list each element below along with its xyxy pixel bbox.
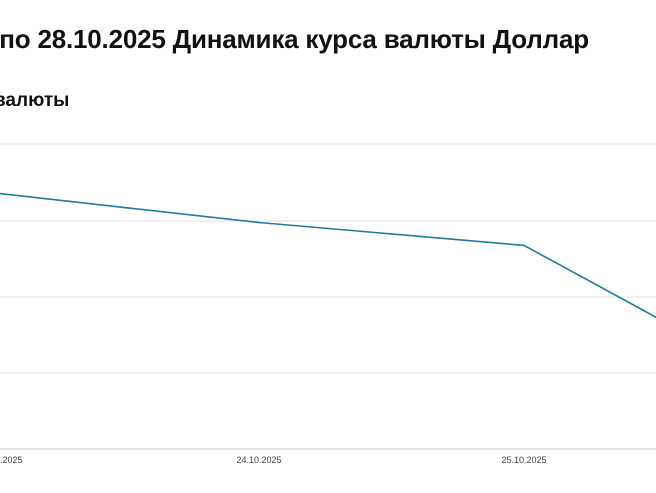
chart-subtitle: валюты — [0, 90, 70, 111]
chart-title: 5 по 28.10.2025 Динамика курса валюты До… — [0, 24, 589, 54]
x-tick-label: 23.10.2025 — [0, 455, 23, 465]
x-tick-label: 25.10.2025 — [501, 455, 547, 465]
x-tick-label: 24.10.2025 — [236, 455, 282, 465]
rate-line — [0, 192, 656, 319]
gridlines — [0, 143, 656, 374]
